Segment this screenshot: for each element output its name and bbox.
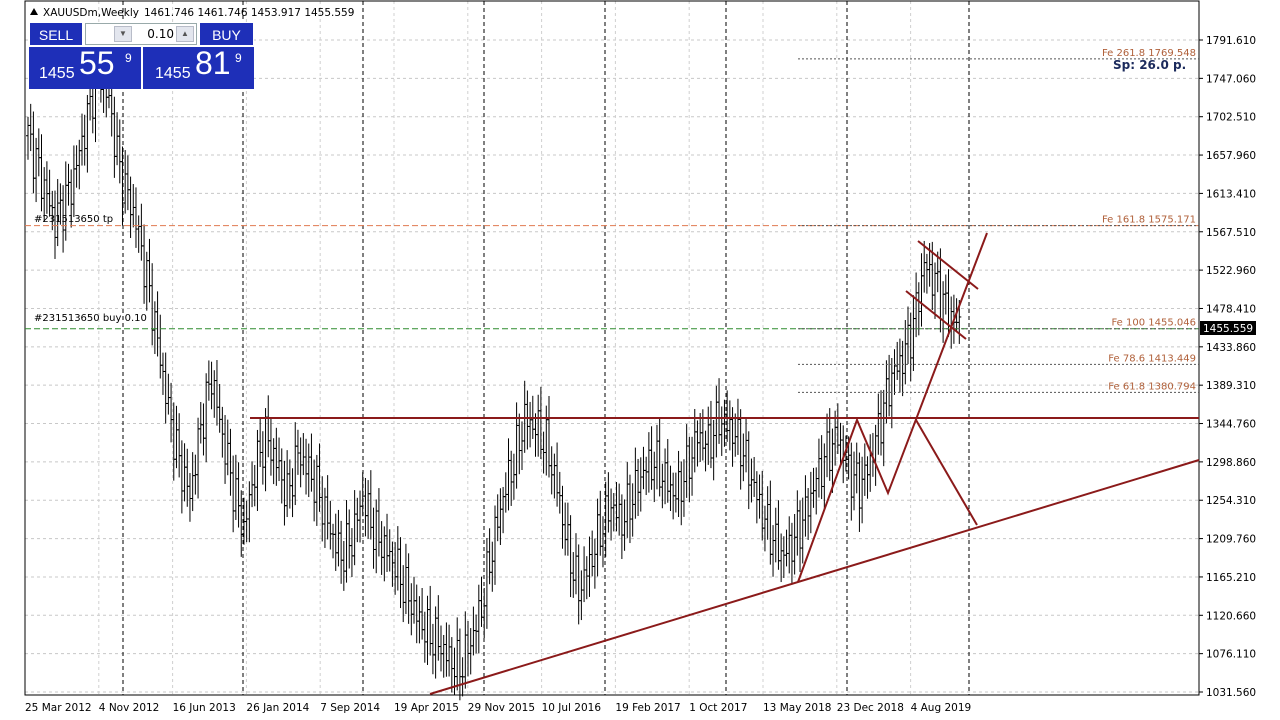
buy-price-big: 81 bbox=[195, 45, 231, 81]
lot-size-box: ▼ ▲ bbox=[85, 23, 197, 45]
lot-increase-icon[interactable]: ▲ bbox=[176, 26, 194, 42]
trendline-drawings[interactable] bbox=[250, 232, 1200, 695]
date-tick-label: 23 Dec 2018 bbox=[837, 702, 904, 714]
buy-price-prefix: 1455 bbox=[155, 65, 191, 82]
collapse-triangle-icon[interactable] bbox=[30, 8, 38, 15]
current-price-value: 1455.559 bbox=[1203, 323, 1253, 335]
date-tick-label: 26 Jan 2014 bbox=[246, 702, 309, 714]
lot-decrease-icon[interactable]: ▼ bbox=[114, 26, 132, 42]
price-tick-label: 1254.310 bbox=[1206, 495, 1256, 507]
price-tick-label: 1344.760 bbox=[1206, 419, 1256, 431]
fibo-level-label: Fe 161.8 1575.171 bbox=[1102, 215, 1196, 226]
price-tick-label: 1791.610 bbox=[1206, 35, 1256, 47]
price-tick-label: 1522.960 bbox=[1206, 265, 1256, 277]
date-tick-label: 16 Jun 2013 bbox=[173, 702, 236, 714]
price-tick-label: 1433.860 bbox=[1206, 342, 1256, 354]
date-tick-label: 29 Nov 2015 bbox=[468, 702, 535, 714]
price-tick-label: 1702.510 bbox=[1206, 112, 1256, 124]
sell-price-quote[interactable]: 1455 55 9 bbox=[29, 45, 141, 89]
symbol-label: XAUUSDm,Weekly bbox=[43, 7, 139, 19]
price-tick-label: 1298.860 bbox=[1206, 457, 1256, 469]
sell-price-sup: 9 bbox=[125, 51, 132, 65]
buy-order-label: #231513650 buy 0.10 bbox=[34, 313, 147, 324]
chart-header: XAUUSDm,Weekly 1461.746 1461.746 1453.91… bbox=[30, 7, 354, 19]
zigzag-projection[interactable] bbox=[797, 232, 988, 583]
date-tick-label: 19 Feb 2017 bbox=[615, 702, 680, 714]
buy-button[interactable]: BUY bbox=[199, 22, 254, 46]
one-click-trading-panel: SELL ▼ ▲ BUY 1455 55 9 1455 81 9 bbox=[29, 22, 254, 89]
price-bars bbox=[26, 35, 962, 701]
fibo-level-label: Fe 61.8 1380.794 bbox=[1108, 381, 1196, 392]
projection-down-line[interactable] bbox=[915, 419, 978, 526]
horizontal-levels: Fe 261.8 1769.548 Fe 161.8 1575.171 Fe 100… bbox=[25, 48, 1199, 393]
fibo-level-label: Fe 261.8 1769.548 bbox=[1102, 48, 1196, 59]
lot-size-input[interactable] bbox=[134, 25, 174, 43]
price-tick-label: 1478.410 bbox=[1206, 303, 1256, 315]
chart-frame bbox=[24, 0, 1200, 696]
spread-label: Sp: 26.0 p. bbox=[1113, 58, 1186, 72]
flag-upper-line[interactable] bbox=[917, 240, 979, 290]
price-axis: 1791.610 1747.060 1702.510 1657.960 1613.410… bbox=[1199, 35, 1256, 699]
flag-lower-line[interactable] bbox=[905, 290, 967, 340]
price-tick-label: 1613.410 bbox=[1206, 188, 1256, 200]
grid bbox=[25, 1, 1199, 695]
time-axis: 25 Mar 2012 4 Nov 2012 16 Jun 2013 26 Jan 2… bbox=[25, 702, 971, 714]
price-tick-label: 1031.560 bbox=[1206, 687, 1256, 699]
price-tick-label: 1209.760 bbox=[1206, 534, 1256, 546]
date-tick-label: 4 Aug 2019 bbox=[911, 702, 972, 714]
sell-button[interactable]: SELL bbox=[29, 22, 83, 46]
date-tick-label: 10 Jul 2016 bbox=[542, 702, 602, 714]
date-tick-label: 7 Sep 2014 bbox=[320, 702, 380, 714]
price-tick-label: 1567.510 bbox=[1206, 227, 1256, 239]
tp-order-label: #231513650 tp bbox=[34, 214, 113, 225]
support-trendline[interactable] bbox=[429, 459, 1200, 695]
date-tick-label: 25 Mar 2012 bbox=[25, 702, 92, 714]
ohlc-values: 1461.746 1461.746 1453.917 1455.559 bbox=[144, 7, 354, 19]
buy-price-quote[interactable]: 1455 81 9 bbox=[143, 45, 254, 89]
current-price-marker: 1455.559 bbox=[1200, 321, 1256, 335]
buy-price-sup: 9 bbox=[235, 51, 242, 65]
price-tick-label: 1076.110 bbox=[1206, 649, 1256, 661]
price-tick-label: 1389.310 bbox=[1206, 380, 1256, 392]
date-tick-label: 19 Apr 2015 bbox=[394, 702, 459, 714]
fibo-level-label: Fe 78.6 1413.449 bbox=[1108, 353, 1196, 364]
date-tick-label: 1 Oct 2017 bbox=[689, 702, 747, 714]
price-tick-label: 1747.060 bbox=[1206, 73, 1256, 85]
sell-price-prefix: 1455 bbox=[39, 65, 75, 82]
date-tick-label: 4 Nov 2012 bbox=[99, 702, 160, 714]
price-tick-label: 1165.210 bbox=[1206, 572, 1256, 584]
sell-price-big: 55 bbox=[79, 45, 115, 81]
price-tick-label: 1657.960 bbox=[1206, 150, 1256, 162]
fibo-level-label: Fe 100 1455.046 bbox=[1111, 318, 1196, 329]
date-tick-label: 13 May 2018 bbox=[763, 702, 831, 714]
price-tick-label: 1120.660 bbox=[1206, 610, 1256, 622]
